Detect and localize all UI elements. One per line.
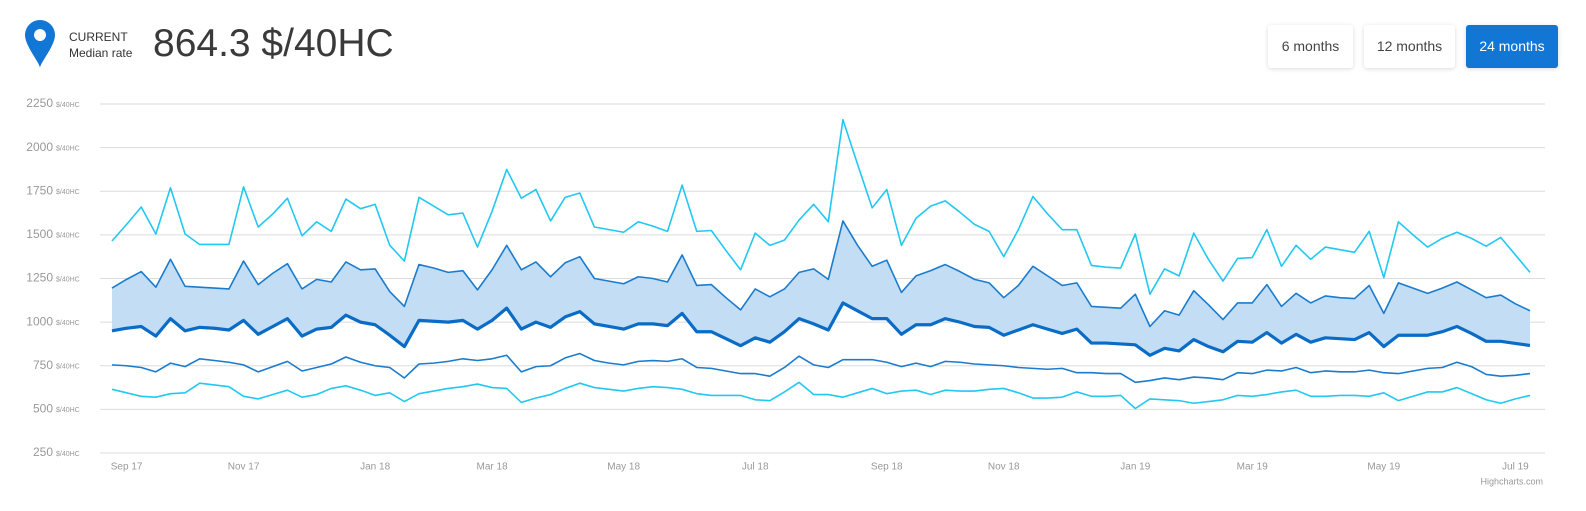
y-tick-unit: $/40HC — [56, 189, 80, 196]
kicker: CURRENT — [69, 30, 128, 44]
y-tick-label: 1000 — [26, 314, 53, 328]
x-tick-label: May 19 — [1367, 462, 1400, 473]
y-tick-label: 1750 — [26, 183, 53, 197]
median-value: 864.3 $/40HC — [153, 22, 394, 65]
x-tick-label: Jan 19 — [1120, 462, 1150, 473]
x-tick-label: Jul 19 — [1502, 462, 1529, 473]
x-tick-label: Jul 18 — [742, 462, 769, 473]
x-tick-label: Nov 17 — [228, 462, 260, 473]
y-tick-label: 1500 — [26, 227, 53, 241]
y-tick-unit: $/40HC — [56, 364, 80, 371]
y-tick-label: 500 — [33, 402, 53, 416]
pin-icon — [25, 20, 55, 68]
y-tick-label: 1250 — [26, 271, 53, 285]
series-line — [111, 220, 1531, 328]
x-tick-label: Mar 18 — [477, 462, 509, 473]
series-line — [111, 352, 1531, 384]
y-tick-unit: $/40HC — [56, 407, 80, 414]
range-button[interactable]: 24 months — [1466, 25, 1558, 68]
x-tick-label: Nov 18 — [988, 462, 1020, 473]
series-line — [111, 118, 1531, 296]
x-tick-label: Mar 19 — [1237, 462, 1269, 473]
x-tick-label: Jan 18 — [360, 462, 390, 473]
x-tick-label: May 18 — [607, 462, 640, 473]
range-button[interactable]: 12 months — [1364, 25, 1455, 68]
series-line — [111, 381, 1531, 410]
range-button[interactable]: 6 months — [1268, 25, 1353, 68]
y-tick-unit: $/40HC — [56, 276, 80, 283]
y-tick-label: 250 — [33, 445, 53, 459]
label: Median rate — [69, 46, 133, 60]
y-tick-unit: $/40HC — [56, 102, 80, 109]
y-tick-label: 750 — [33, 358, 53, 372]
x-tick-label: Sep 18 — [871, 462, 903, 473]
y-tick-unit: $/40HC — [56, 451, 80, 458]
y-tick-label: 2000 — [26, 140, 53, 154]
range-area — [112, 220, 1530, 356]
series-line — [111, 301, 1531, 357]
y-tick-label: 2250 — [26, 96, 53, 110]
y-tick-unit: $/40HC — [56, 233, 80, 240]
y-tick-unit: $/40HC — [56, 320, 80, 327]
x-tick-label: Sep 17 — [111, 462, 143, 473]
credit: Highcharts.com — [1480, 476, 1543, 486]
y-tick-unit: $/40HC — [56, 145, 80, 152]
